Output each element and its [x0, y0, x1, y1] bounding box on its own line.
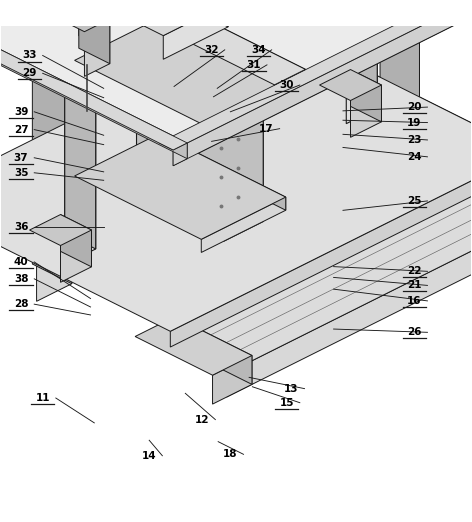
Polygon shape [351, 85, 381, 137]
Polygon shape [125, 0, 151, 66]
Polygon shape [189, 0, 228, 27]
Polygon shape [122, 0, 151, 80]
Polygon shape [455, 0, 469, 18]
Text: 16: 16 [407, 296, 421, 306]
Text: 12: 12 [195, 414, 210, 424]
Text: 19: 19 [407, 117, 421, 127]
Text: 15: 15 [279, 398, 294, 408]
Text: 32: 32 [204, 45, 219, 55]
Polygon shape [201, 197, 286, 253]
Polygon shape [170, 152, 472, 347]
Polygon shape [65, 0, 96, 249]
Text: 31: 31 [246, 60, 261, 70]
Polygon shape [75, 18, 286, 124]
Polygon shape [30, 215, 92, 245]
Polygon shape [0, 25, 187, 150]
Polygon shape [79, 0, 118, 16]
Text: 29: 29 [22, 68, 37, 78]
Polygon shape [53, 4, 110, 32]
Text: 18: 18 [223, 449, 237, 459]
Polygon shape [201, 81, 286, 137]
Polygon shape [227, 205, 472, 397]
Polygon shape [97, 11, 263, 94]
Text: 11: 11 [35, 393, 50, 403]
Polygon shape [173, 143, 187, 166]
Text: 26: 26 [407, 327, 421, 337]
Polygon shape [159, 18, 286, 94]
Polygon shape [224, 74, 263, 241]
Text: 36: 36 [14, 222, 28, 232]
Polygon shape [75, 134, 286, 239]
Text: 27: 27 [14, 125, 28, 135]
Polygon shape [159, 134, 286, 210]
Text: 20: 20 [407, 102, 421, 112]
Polygon shape [0, 21, 472, 331]
Polygon shape [269, 21, 472, 168]
Polygon shape [212, 355, 252, 404]
Polygon shape [159, 0, 469, 150]
Text: 37: 37 [14, 153, 28, 163]
Polygon shape [60, 230, 92, 282]
Polygon shape [346, 0, 377, 108]
Polygon shape [275, 69, 305, 98]
Text: 21: 21 [407, 280, 421, 290]
Polygon shape [79, 4, 110, 64]
Polygon shape [69, 0, 305, 82]
Text: 40: 40 [14, 257, 28, 267]
Polygon shape [65, 0, 96, 265]
Text: 14: 14 [142, 450, 157, 461]
Polygon shape [346, 0, 377, 124]
Polygon shape [380, 0, 420, 110]
Text: 28: 28 [14, 299, 28, 309]
Polygon shape [173, 2, 469, 166]
Polygon shape [33, 0, 72, 284]
Text: 33: 33 [22, 51, 37, 61]
Polygon shape [320, 69, 381, 101]
Polygon shape [351, 69, 381, 122]
Polygon shape [384, 0, 420, 127]
Text: 23: 23 [407, 135, 421, 145]
Polygon shape [38, 0, 305, 85]
Polygon shape [60, 215, 92, 267]
Polygon shape [0, 0, 469, 150]
Polygon shape [37, 0, 72, 301]
Polygon shape [232, 0, 469, 18]
Polygon shape [79, 0, 118, 36]
Polygon shape [136, 11, 263, 221]
Polygon shape [149, 166, 472, 373]
Text: 35: 35 [14, 168, 28, 178]
Text: 25: 25 [407, 196, 421, 206]
Polygon shape [173, 2, 469, 166]
Text: 17: 17 [259, 124, 274, 134]
Text: 39: 39 [14, 107, 28, 117]
Polygon shape [163, 3, 228, 60]
Polygon shape [0, 25, 187, 159]
Polygon shape [175, 317, 252, 384]
Polygon shape [124, 0, 228, 35]
Text: 38: 38 [14, 274, 28, 284]
Text: 24: 24 [407, 152, 421, 162]
Text: 22: 22 [407, 266, 421, 276]
Text: 13: 13 [284, 384, 299, 394]
Polygon shape [84, 19, 110, 76]
Polygon shape [135, 317, 252, 375]
Text: 34: 34 [251, 45, 266, 55]
Text: 30: 30 [279, 80, 294, 90]
